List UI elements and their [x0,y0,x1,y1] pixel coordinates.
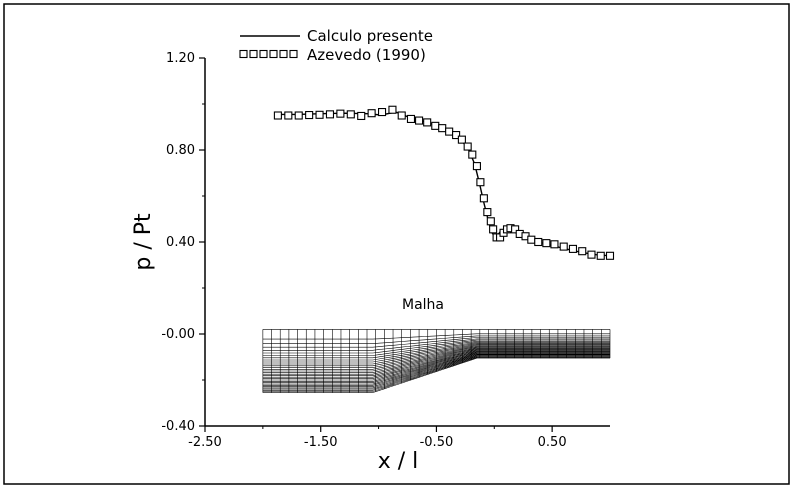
legend-marker-swatch [239,49,298,59]
data-point-azevedo [397,111,406,120]
y-tick-label: 0.40 [166,235,195,250]
legend-marker-square [259,49,268,59]
data-point-azevedo [568,244,578,253]
y-tick-label: -0.00 [161,327,195,342]
data-point-azevedo [305,110,314,120]
mesh-j-line [262,357,610,393]
y-tick-label: 1.20 [166,51,195,66]
data-point-azevedo [431,121,440,130]
x-tick-labels: -2.50 -1.50 -0.50 0.50 [188,435,566,450]
data-point-azevedo [489,225,498,234]
x-tick-label: -0.50 [420,435,454,450]
y-tick-label: 0.80 [166,143,195,158]
data-point-azevedo [559,242,568,251]
data-point-azevedo [587,250,596,259]
data-point-azevedo [377,108,387,117]
data-point-azevedo [468,150,477,159]
data-point-azevedo [445,127,454,136]
data-point-azevedo [476,178,485,187]
data-point-azevedo [596,251,605,260]
data-point-azevedo [578,247,587,256]
data-point-azevedo [479,194,488,203]
data-point-azevedo [542,239,551,248]
legend: Calculo presente Azevedo (1990) [239,27,433,64]
data-point-azevedo [367,109,376,118]
data-point-azevedo [423,118,432,127]
data-point-azevedo [284,111,293,120]
data-point-azevedo [438,124,447,133]
data-point-azevedo [483,208,492,217]
legend-marker-square [249,49,258,59]
mesh-grid [262,329,611,393]
data-point-azevedo [534,237,543,247]
legend-marker-square [279,49,288,59]
legend-marker-square [239,49,248,59]
x-tick-label: -1.50 [304,435,338,450]
data-point-azevedo [388,105,397,114]
data-point-azevedo [463,142,472,151]
data-point-azevedo [452,131,461,140]
mesh-label: Malha [402,297,444,313]
x-axis-label: x / l [378,449,419,474]
tick-marks [199,57,553,432]
data-point-azevedo [457,135,466,144]
data-point-azevedo [527,235,536,244]
figure-border [3,3,790,485]
y-tick-labels: 1.20 0.80 0.40 -0.00 -0.40 [161,51,195,434]
data-point-azevedo [346,110,355,119]
legend-marker-square [289,49,298,59]
data-point-azevedo [605,251,615,260]
data-point-azevedo [406,114,416,123]
data-point-azevedo [273,111,282,120]
x-tick-label: 0.50 [538,435,567,450]
legend-marker-square [269,49,278,59]
y-axis-label: p / Pt [131,213,156,271]
data-point-azevedo [315,110,324,119]
legend-label-azevedo: Azevedo (1990) [307,46,426,64]
data-point-azevedo [511,225,520,234]
data-point-azevedo [336,109,345,118]
data-point-azevedo [294,111,303,120]
data-point-azevedo [325,110,335,119]
data-point-azevedo [357,111,366,121]
x-tick-label: -2.50 [188,435,222,450]
data-point-azevedo [486,217,495,226]
legend-label-calculo: Calculo presente [307,27,433,45]
data-point-azevedo [550,240,559,249]
series-group [273,105,615,260]
y-tick-label: -0.40 [161,419,195,434]
data-point-azevedo [415,116,424,125]
data-point-azevedo [472,162,481,171]
